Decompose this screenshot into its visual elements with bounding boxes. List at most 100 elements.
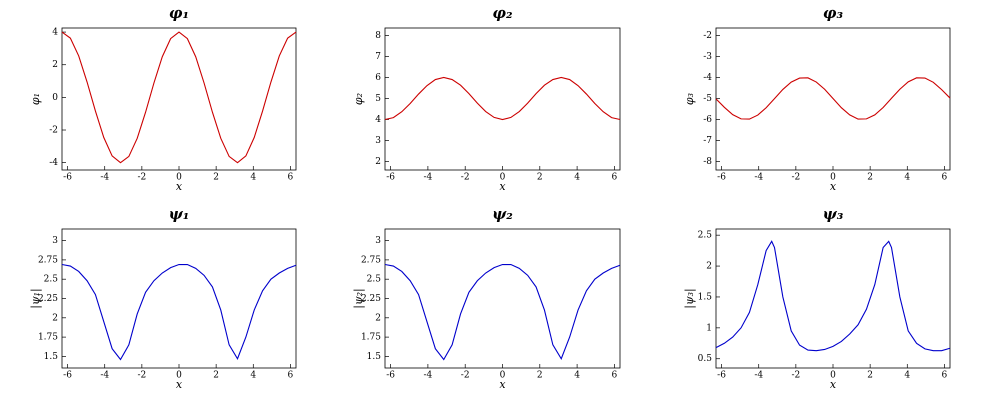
y-tick-label: 4 bbox=[52, 28, 58, 38]
y-axis-label: φ₃ bbox=[683, 93, 696, 105]
chart-title: ψ₃ bbox=[823, 205, 844, 223]
y-tick-label: 8 bbox=[375, 31, 381, 41]
x-axis-label: x bbox=[499, 180, 506, 193]
x-axis-label: x bbox=[830, 378, 837, 391]
data-line bbox=[61, 31, 297, 164]
y-tick-label: 1.5 bbox=[698, 292, 713, 302]
y-tick-label: -6 bbox=[703, 115, 712, 125]
x-tick-label: 4 bbox=[574, 173, 580, 183]
x-tick-label: 2 bbox=[867, 173, 873, 183]
plot-frame bbox=[61, 27, 297, 171]
x-tick-label: 2 bbox=[213, 173, 219, 183]
x-tick-label: 6 bbox=[942, 173, 948, 183]
y-tick-label: -5 bbox=[703, 94, 712, 104]
y-tick-label: -4 bbox=[49, 158, 58, 168]
x-tick-label: -2 bbox=[137, 371, 146, 381]
x-axis-label: x bbox=[176, 378, 183, 391]
x-tick-label: 4 bbox=[574, 371, 580, 381]
y-tick-label: 2.5 bbox=[698, 231, 713, 241]
y-tick-label: 1.75 bbox=[38, 333, 58, 343]
y-tick-label: 6 bbox=[375, 73, 381, 83]
y-tick-label: 3 bbox=[52, 236, 58, 246]
y-tick-label: 3 bbox=[375, 136, 381, 146]
x-tick-label: -4 bbox=[100, 371, 109, 381]
y-tick-label: 2 bbox=[375, 157, 381, 167]
y-tick-label: -2 bbox=[703, 31, 712, 41]
y-tick-label: 2.25 bbox=[38, 294, 58, 304]
x-tick-label: -2 bbox=[791, 173, 800, 183]
x-tick-label: 0 bbox=[500, 173, 506, 183]
x-tick-label: 4 bbox=[904, 173, 910, 183]
y-tick-label: 1.5 bbox=[44, 352, 59, 362]
x-tick-label: 4 bbox=[250, 371, 256, 381]
y-tick-label: 2.75 bbox=[361, 255, 381, 265]
chart-title: φ₂ bbox=[492, 4, 513, 22]
y-tick-label: 2 bbox=[375, 313, 381, 323]
x-tick-label: -2 bbox=[461, 371, 470, 381]
chart-title: ψ₂ bbox=[492, 205, 513, 223]
x-tick-label: -4 bbox=[424, 371, 433, 381]
y-tick-label: 1.75 bbox=[361, 333, 381, 343]
chart-title: φ₃ bbox=[823, 4, 844, 22]
x-tick-label: -6 bbox=[386, 371, 395, 381]
x-tick-label: 6 bbox=[288, 173, 294, 183]
x-tick-label: -6 bbox=[386, 173, 395, 183]
y-tick-label: -7 bbox=[703, 136, 712, 146]
plot-frame bbox=[384, 27, 621, 171]
y-tick-label: 2 bbox=[52, 313, 58, 323]
data-line bbox=[61, 263, 297, 361]
data-line bbox=[384, 263, 621, 361]
data-line bbox=[715, 77, 951, 120]
x-tick-label: 6 bbox=[288, 371, 294, 381]
x-axis-label: x bbox=[499, 378, 506, 391]
chart-title: ψ₁ bbox=[169, 205, 190, 223]
x-tick-label: -6 bbox=[63, 173, 72, 183]
y-tick-label: 3 bbox=[375, 236, 381, 246]
y-tick-label: 2 bbox=[52, 60, 58, 70]
x-tick-label: 6 bbox=[612, 173, 618, 183]
x-tick-label: 2 bbox=[537, 371, 543, 381]
y-axis-label: |ψ₃| bbox=[683, 288, 697, 308]
x-tick-label: -6 bbox=[717, 173, 726, 183]
x-tick-label: -4 bbox=[100, 173, 109, 183]
y-tick-label: -3 bbox=[703, 52, 712, 62]
x-tick-label: -2 bbox=[137, 173, 146, 183]
y-tick-label: 0.5 bbox=[698, 354, 713, 364]
y-tick-label: -4 bbox=[703, 73, 712, 83]
y-tick-label: 2.75 bbox=[38, 255, 58, 265]
y-tick-label: 2 bbox=[706, 262, 712, 272]
chart-title: φ₁ bbox=[169, 4, 189, 22]
y-tick-label: 2.5 bbox=[44, 275, 59, 285]
y-tick-label: 5 bbox=[375, 94, 381, 104]
x-tick-label: 6 bbox=[612, 371, 618, 381]
x-tick-label: 0 bbox=[176, 173, 182, 183]
y-tick-label: 7 bbox=[375, 52, 381, 62]
y-tick-label: 4 bbox=[375, 115, 381, 125]
x-tick-label: 6 bbox=[942, 371, 948, 381]
x-axis-label: x bbox=[176, 180, 183, 193]
y-tick-label: 1 bbox=[706, 323, 712, 333]
x-tick-label: 0 bbox=[830, 371, 836, 381]
y-tick-label: -8 bbox=[703, 157, 712, 167]
x-tick-label: 2 bbox=[867, 371, 873, 381]
x-tick-label: 2 bbox=[537, 173, 543, 183]
y-axis-label: |ψ₂| bbox=[352, 288, 366, 308]
data-line bbox=[384, 76, 621, 121]
x-tick-label: 0 bbox=[176, 371, 182, 381]
x-tick-label: 4 bbox=[250, 173, 256, 183]
x-tick-label: 2 bbox=[213, 371, 219, 381]
y-tick-label: 0 bbox=[52, 93, 58, 103]
x-tick-label: -6 bbox=[717, 371, 726, 381]
x-tick-label: 0 bbox=[500, 371, 506, 381]
x-tick-label: 4 bbox=[904, 371, 910, 381]
x-axis-label: x bbox=[830, 180, 837, 193]
data-line bbox=[715, 240, 951, 352]
y-axis-label: φ₁ bbox=[29, 93, 42, 105]
y-axis-label: |ψ₁| bbox=[29, 288, 43, 308]
x-tick-label: -4 bbox=[424, 173, 433, 183]
y-axis-label: φ₂ bbox=[352, 93, 365, 105]
y-tick-label: 1.5 bbox=[367, 352, 382, 362]
x-tick-label: -2 bbox=[461, 173, 470, 183]
y-tick-label: 2.5 bbox=[367, 275, 382, 285]
